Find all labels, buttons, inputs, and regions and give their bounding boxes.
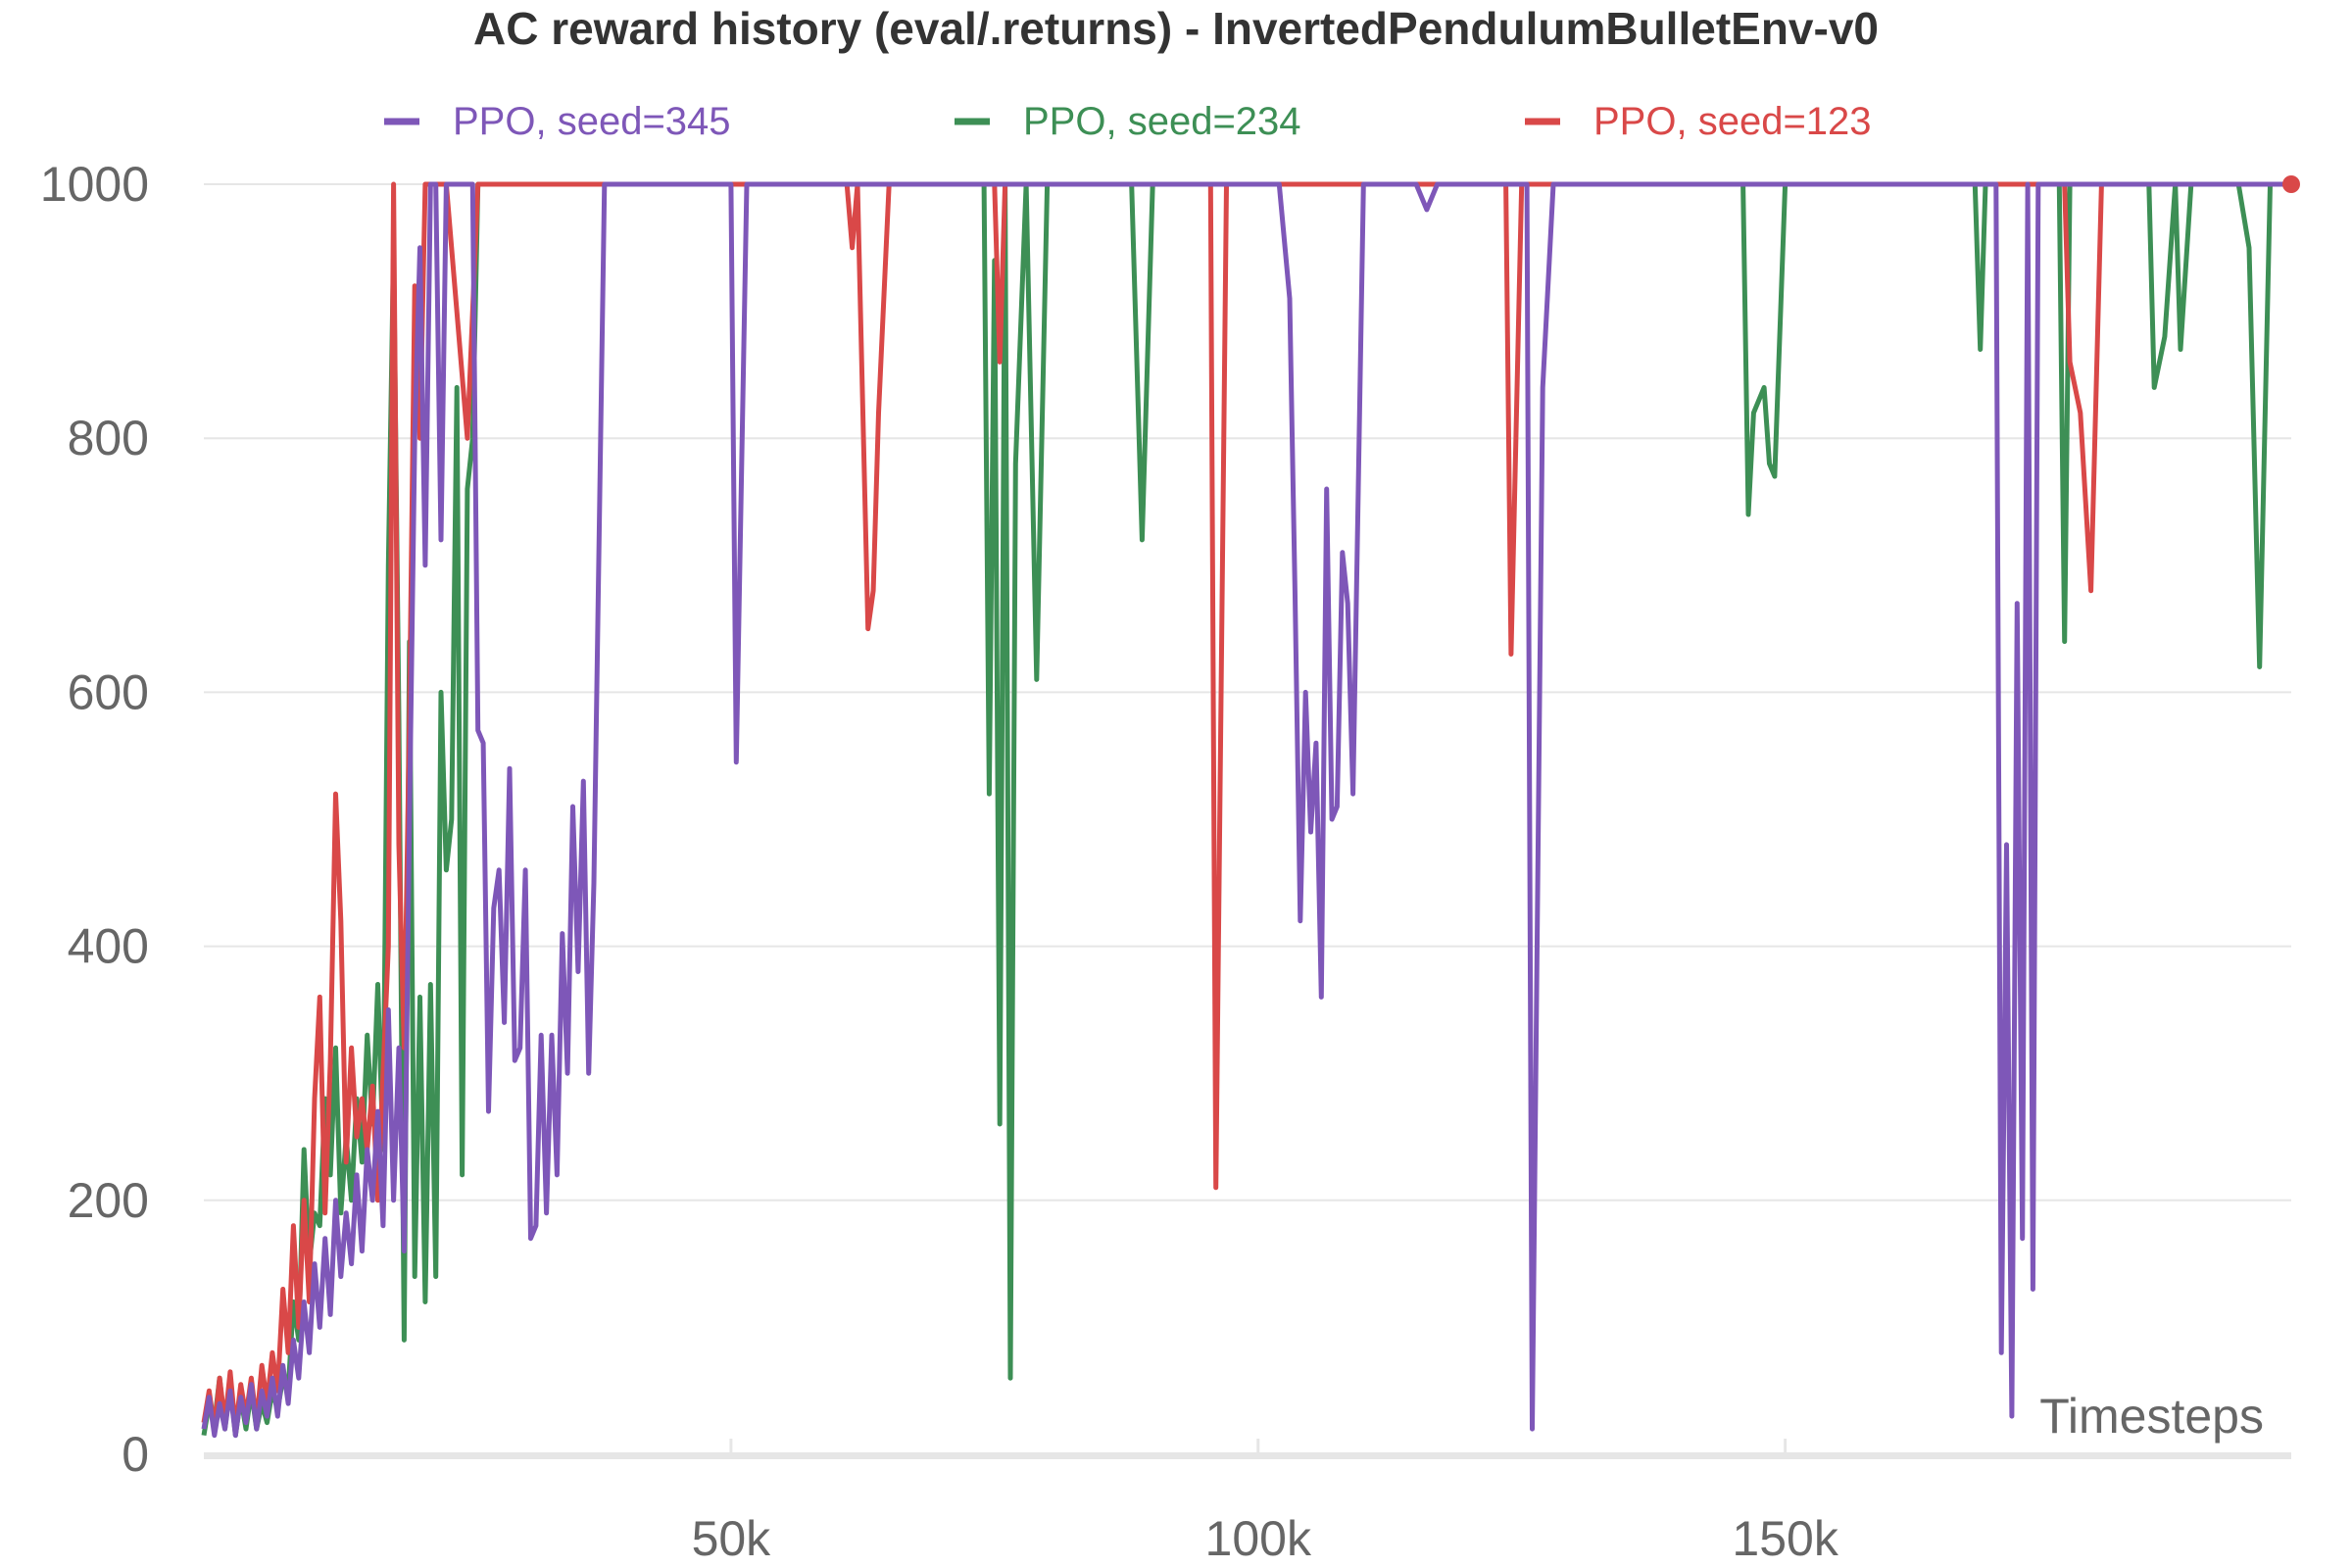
chart-title: AC reward history (eval/.returns) - Inve… <box>473 3 1879 54</box>
legend-item-seed-345[interactable]: PPO, seed=345 <box>384 100 731 143</box>
series-line-ppo-seed-345[interactable] <box>201 181 2291 1439</box>
y-tick-label-200: 200 <box>68 1173 149 1228</box>
x-tick-label-150k: 150k <box>1732 1511 1838 1566</box>
y-tick-label-0: 0 <box>122 1427 149 1482</box>
grid <box>204 183 2291 1201</box>
legend-item-seed-234[interactable]: PPO, seed=234 <box>955 100 1301 143</box>
x-axis-bar <box>204 1452 2291 1459</box>
series-line-ppo-seed-123[interactable] <box>201 181 2291 1432</box>
series-lines <box>201 175 2300 1439</box>
legend-item-seed-123[interactable]: PPO, seed=123 <box>1525 100 1872 143</box>
legend-label-seed-234: PPO, seed=234 <box>1023 100 1301 143</box>
legend-label-seed-345: PPO, seed=345 <box>453 100 731 143</box>
x-tick-label-100k: 100k <box>1205 1511 1312 1566</box>
y-tick-label-800: 800 <box>68 411 149 466</box>
legend-label-seed-123: PPO, seed=123 <box>1593 100 1872 143</box>
y-tick-label-1000: 1000 <box>40 157 149 212</box>
y-axis: 0 200 400 600 800 1000 <box>40 157 149 1482</box>
series-end-marker[interactable] <box>2282 175 2300 193</box>
y-tick-label-400: 400 <box>68 919 149 974</box>
x-axis: 50k 100k 150k <box>204 1439 2291 1566</box>
legend: PPO, seed=345 PPO, seed=234 PPO, seed=12… <box>384 100 1872 143</box>
x-tick-label-50k: 50k <box>692 1511 772 1566</box>
x-axis-label: Timesteps <box>2039 1389 2264 1444</box>
series-line-ppo-seed-234[interactable] <box>201 181 2291 1439</box>
y-tick-label-600: 600 <box>68 664 149 719</box>
